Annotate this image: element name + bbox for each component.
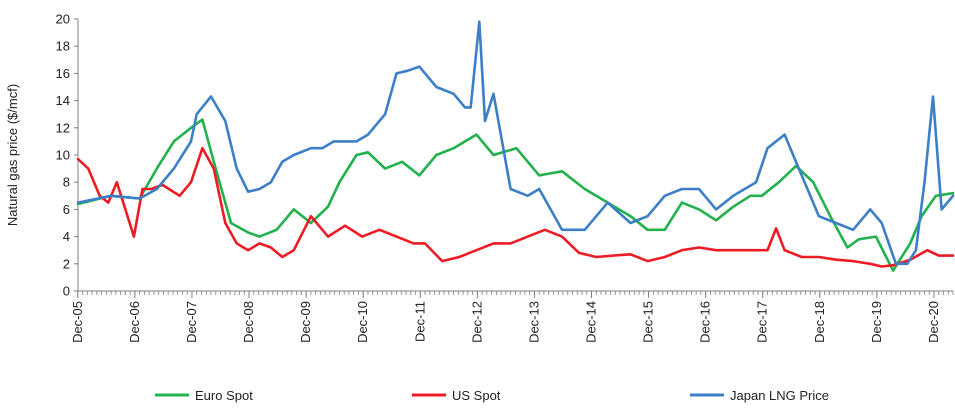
x-tick-label: Dec-19 xyxy=(869,301,884,343)
x-tick-label: Dec-07 xyxy=(184,301,199,343)
axes-layer: 0 2 4 6 8 10 12 14 16 18 20 Dec-05 Dec-06 Dec-07 Dec-0… xyxy=(56,12,954,343)
x-tick-label: Dec-20 xyxy=(926,301,941,343)
x-tick-label: Dec-15 xyxy=(641,301,656,343)
series-line-us-spot xyxy=(76,146,955,268)
series-layer xyxy=(76,20,955,272)
x-tick-label: Dec-12 xyxy=(469,301,484,343)
legend-label: Euro Spot xyxy=(195,388,253,403)
x-tick-label: Dec-18 xyxy=(812,301,827,343)
y-tick-label: 6 xyxy=(63,202,70,217)
y-tick-label: 16 xyxy=(56,66,70,81)
x-tick-label: Dec-08 xyxy=(241,301,256,343)
y-tick-label: 20 xyxy=(56,12,70,27)
x-tick-label: Dec-11 xyxy=(412,301,427,342)
x-tick-label: Dec-13 xyxy=(526,301,541,343)
legend-label: Japan LNG Price xyxy=(730,388,829,403)
y-tick-label: 14 xyxy=(56,93,70,108)
y-tick-label: 10 xyxy=(56,148,70,163)
y-tick-label: 8 xyxy=(63,175,70,190)
x-tick-label: Dec-09 xyxy=(298,301,313,343)
y-tick-label: 2 xyxy=(63,256,70,271)
x-tick-label: Dec-05 xyxy=(70,301,85,343)
y-tick-label: 12 xyxy=(56,120,70,135)
x-tick-label: Dec-10 xyxy=(355,301,370,343)
x-tick-label: Dec-06 xyxy=(127,301,142,343)
x-tick-label: Dec-14 xyxy=(584,301,599,343)
legend-label: US Spot xyxy=(452,388,501,403)
legend: Euro Spot US Spot Japan LNG Price xyxy=(155,388,829,403)
series-line-euro-spot xyxy=(76,118,955,272)
y-axis-title: Natural gas price ($/mcf) xyxy=(5,84,20,226)
x-tick-label: Dec-17 xyxy=(755,301,770,343)
y-tick-label: 18 xyxy=(56,39,70,54)
y-tick-label: 0 xyxy=(63,284,70,299)
y-tick-label: 4 xyxy=(63,229,70,244)
series-line-japan-lng-price xyxy=(76,20,955,266)
x-tick-label: Dec-16 xyxy=(698,301,713,343)
